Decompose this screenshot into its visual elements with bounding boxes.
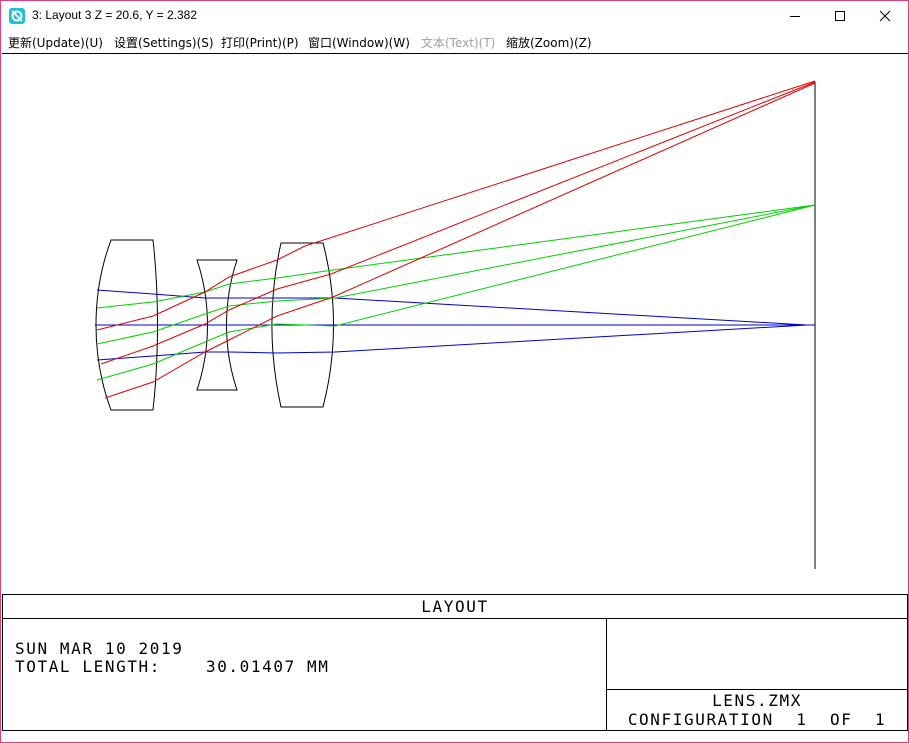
lens-element-1	[95, 239, 158, 411]
field-2-rays	[96, 204, 816, 381]
file-name: LENS.ZMX	[712, 691, 802, 710]
minimize-icon	[790, 16, 800, 17]
menu-print[interactable]: 打印(Print)(P)	[221, 36, 299, 50]
close-button[interactable]	[862, 1, 908, 31]
window-title: 3: Layout 3 Z = 20.6, Y = 2.382	[32, 8, 198, 22]
lens-element-2	[196, 259, 238, 391]
zemax-app-icon	[9, 8, 25, 24]
minimize-button[interactable]	[772, 1, 818, 31]
menu-bar: 更新(Update)(U) 设置(Settings)(S) 打印(Print)(…	[1, 31, 908, 52]
lens-layout-drawing	[95, 80, 816, 569]
menu-text: 文本(Text)(T)	[421, 36, 496, 50]
file-config-block: LENS.ZMX CONFIGURATION 1 OF 1	[607, 691, 907, 729]
layout-plot-area[interactable]	[2, 53, 908, 594]
info-block: LAYOUT SUN MAR 10 2019 TOTAL LENGTH: 30.…	[2, 594, 908, 731]
maximize-icon	[835, 11, 845, 21]
field-3-rays	[96, 80, 816, 399]
info-divider-vertical	[606, 619, 607, 731]
menu-settings[interactable]: 设置(Settings)(S)	[114, 36, 214, 50]
maximize-button[interactable]	[817, 1, 863, 31]
configuration-text: CONFIGURATION 1 OF 1	[627, 710, 887, 729]
total-length-text: TOTAL LENGTH: 30.01407 MM	[15, 657, 330, 676]
menu-zoom[interactable]: 缩放(Zoom)(Z)	[506, 36, 592, 50]
menu-update[interactable]: 更新(Update)(U)	[8, 36, 103, 50]
menu-window[interactable]: 窗口(Window)(W)	[308, 36, 410, 50]
date-and-length: SUN MAR 10 2019 TOTAL LENGTH: 30.01407 M…	[15, 640, 330, 676]
date-text: SUN MAR 10 2019	[15, 639, 184, 658]
title-bar[interactable]: 3: Layout 3 Z = 20.6, Y = 2.382	[1, 1, 908, 31]
close-icon	[879, 10, 891, 22]
info-divider-horizontal	[606, 689, 908, 690]
plot-title: LAYOUT	[3, 595, 907, 619]
